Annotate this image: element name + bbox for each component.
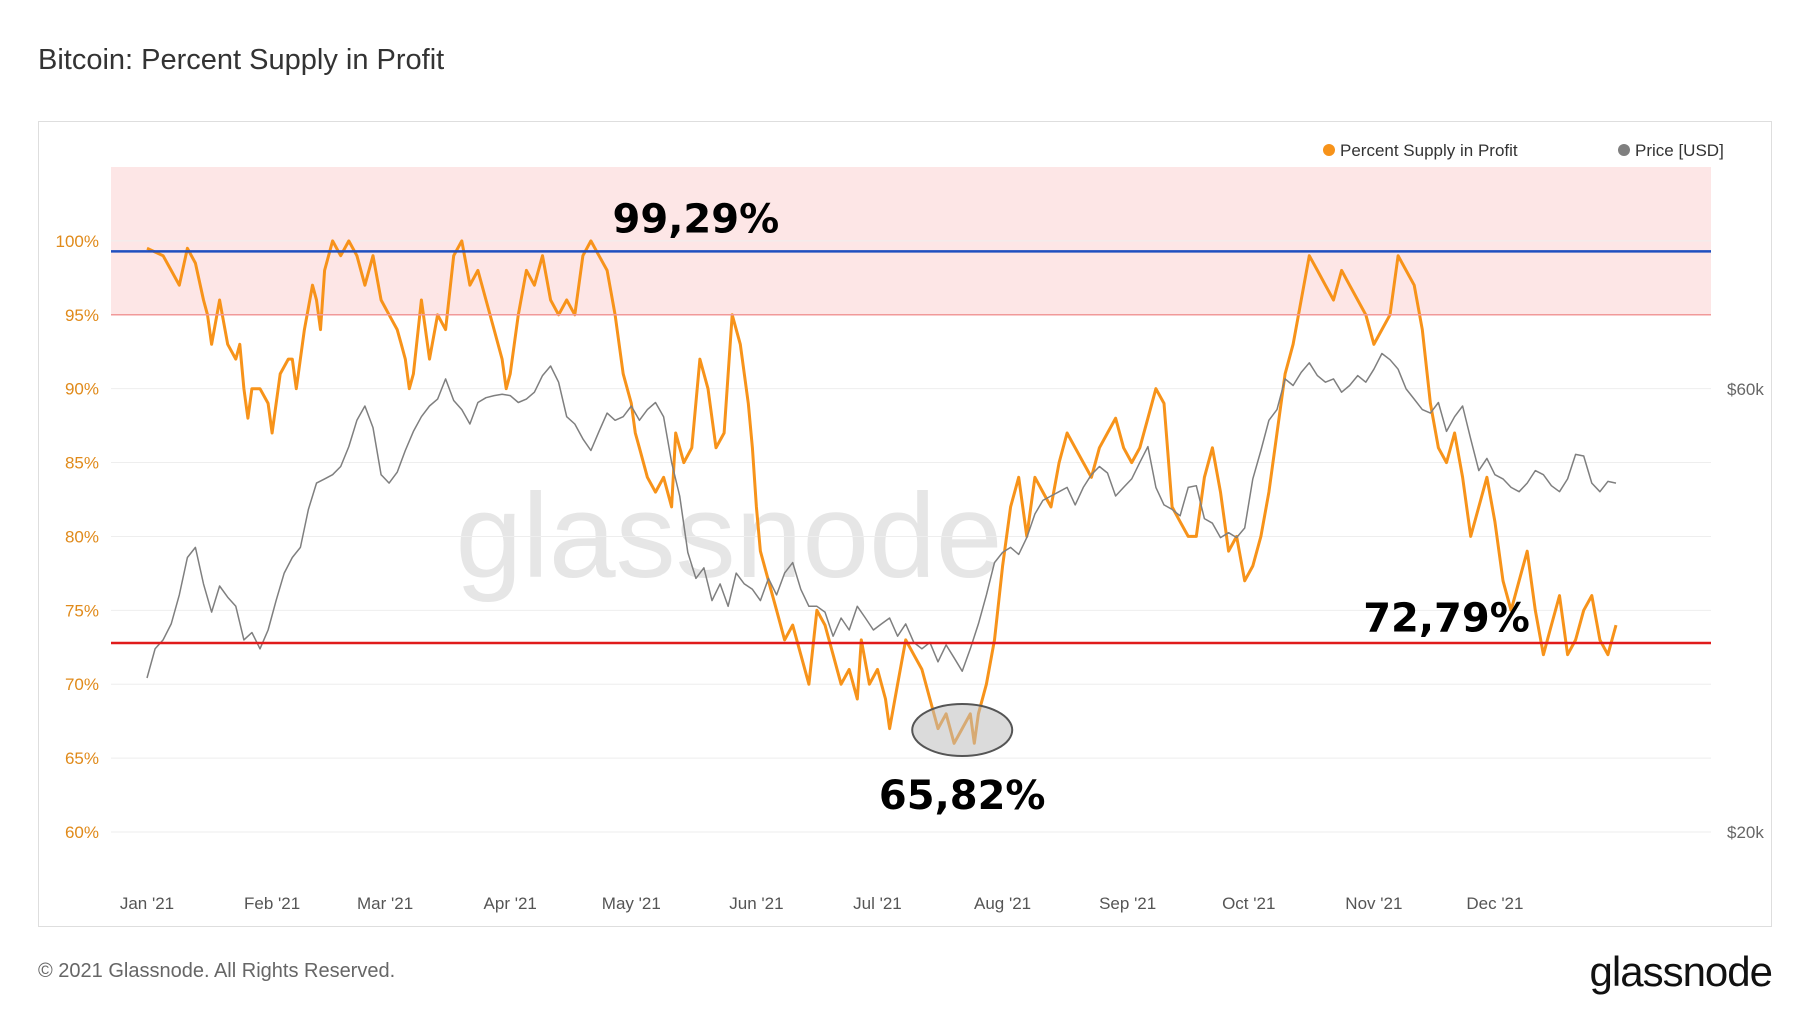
y-tick-label: 75% — [65, 601, 99, 620]
annotation-label: 72,79% — [1363, 596, 1530, 642]
y-tick-label: 70% — [65, 675, 99, 694]
x-tick-label: Oct '21 — [1222, 894, 1275, 913]
x-tick-label: Jan '21 — [120, 894, 174, 913]
annotation-label: 99,29% — [613, 197, 780, 243]
x-tick-label: Dec '21 — [1466, 894, 1523, 913]
low-highlight-ellipse — [911, 703, 1014, 758]
glassnode-logo: glassnode — [1589, 948, 1773, 995]
y2-tick-label: $60k — [1727, 380, 1764, 399]
x-tick-label: Jul '21 — [853, 894, 902, 913]
y-tick-label: 65% — [65, 749, 99, 768]
chart-frame: glassnode 60% 65% 70% 75% 80% 85% 90% 95% 100% $20… — [38, 121, 1772, 927]
x-tick-label: Jun '21 — [729, 894, 783, 913]
legend-marker — [1323, 144, 1335, 156]
annotation-label: 65,82% — [879, 773, 1046, 819]
copyright-text: © 2021 Glassnode. All Rights Reserved. — [38, 960, 396, 982]
x-tick-label: Aug '21 — [974, 894, 1031, 913]
page-title: Bitcoin: Percent Supply in Profit — [38, 44, 445, 76]
supply-in-profit-line — [146, 239, 1618, 745]
x-tick-label: May '21 — [602, 894, 661, 913]
x-tick-label: Nov '21 — [1345, 894, 1402, 913]
x-tick-label: Feb '21 — [244, 894, 300, 913]
y-tick-label: 95% — [65, 306, 99, 325]
y-tick-label: 60% — [65, 823, 99, 842]
y2-tick-label: $20k — [1727, 823, 1764, 842]
x-tick-label: Sep '21 — [1099, 894, 1156, 913]
x-tick-label: Apr '21 — [484, 894, 537, 913]
legend-label: Percent Supply in Profit — [1340, 141, 1518, 160]
price-line — [146, 352, 1617, 679]
y-tick-label: 85% — [65, 454, 99, 473]
legend-marker — [1618, 144, 1630, 156]
y-tick-label: 90% — [65, 380, 99, 399]
chart-svg: glassnode60%65%70%75%80%85%90%95%100%$20… — [56, 141, 1765, 913]
legend-label: Price [USD] — [1635, 141, 1724, 160]
y-tick-label: 100% — [56, 232, 99, 251]
y-tick-label: 80% — [65, 527, 99, 546]
x-tick-label: Mar '21 — [357, 894, 413, 913]
